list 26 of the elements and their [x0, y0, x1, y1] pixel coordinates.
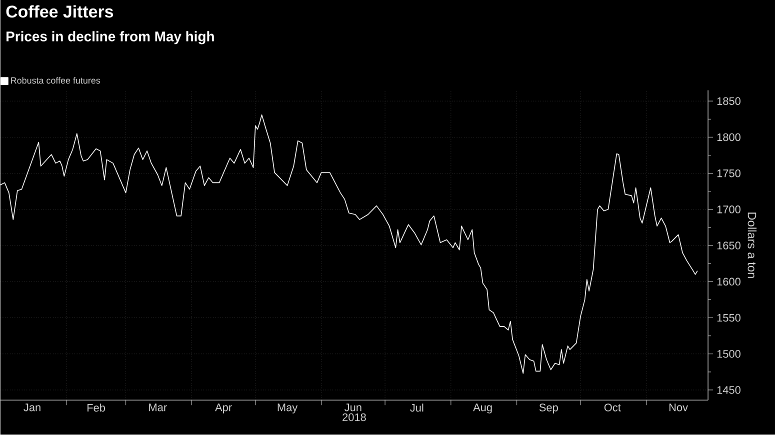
- y-axis-title: Dollars a ton: [748, 212, 757, 278]
- x-tick-label: Jan: [24, 404, 40, 412]
- chart-title: Coffee Jitters: [6, 5, 114, 18]
- x-tick-label: Jun: [344, 404, 362, 412]
- x-tick-label: Feb: [88, 404, 105, 412]
- x-tick-label: Mar: [149, 404, 167, 412]
- chart-subtitle: Prices in decline from May high: [6, 31, 214, 44]
- y-tick-label: 1700: [717, 206, 740, 214]
- x-tick-label: Apr: [215, 404, 232, 414]
- x-tick-label: Jul: [410, 404, 424, 412]
- y-tick-label: 1800: [717, 133, 740, 142]
- y-tick-label: 1850: [717, 97, 740, 106]
- y-tick-label: 1750: [717, 170, 740, 178]
- line-series: [0, 114, 698, 374]
- x-tick-label: Oct: [604, 404, 621, 412]
- y-tick-label: 1500: [717, 350, 740, 358]
- y-tick-label: 1550: [717, 314, 740, 322]
- x-tick-label: Sep: [539, 404, 558, 414]
- x-tick-label: May: [278, 404, 298, 414]
- x-axis-title: 2018: [342, 413, 366, 422]
- legend-label: Robusta coffee futures: [11, 77, 100, 84]
- x-tick-label: Nov: [669, 404, 688, 412]
- y-tick-label: 1600: [717, 278, 740, 286]
- x-tick-label: Aug: [473, 404, 492, 414]
- y-tick-label: 1450: [717, 386, 740, 394]
- y-tick-label: 1650: [717, 242, 740, 250]
